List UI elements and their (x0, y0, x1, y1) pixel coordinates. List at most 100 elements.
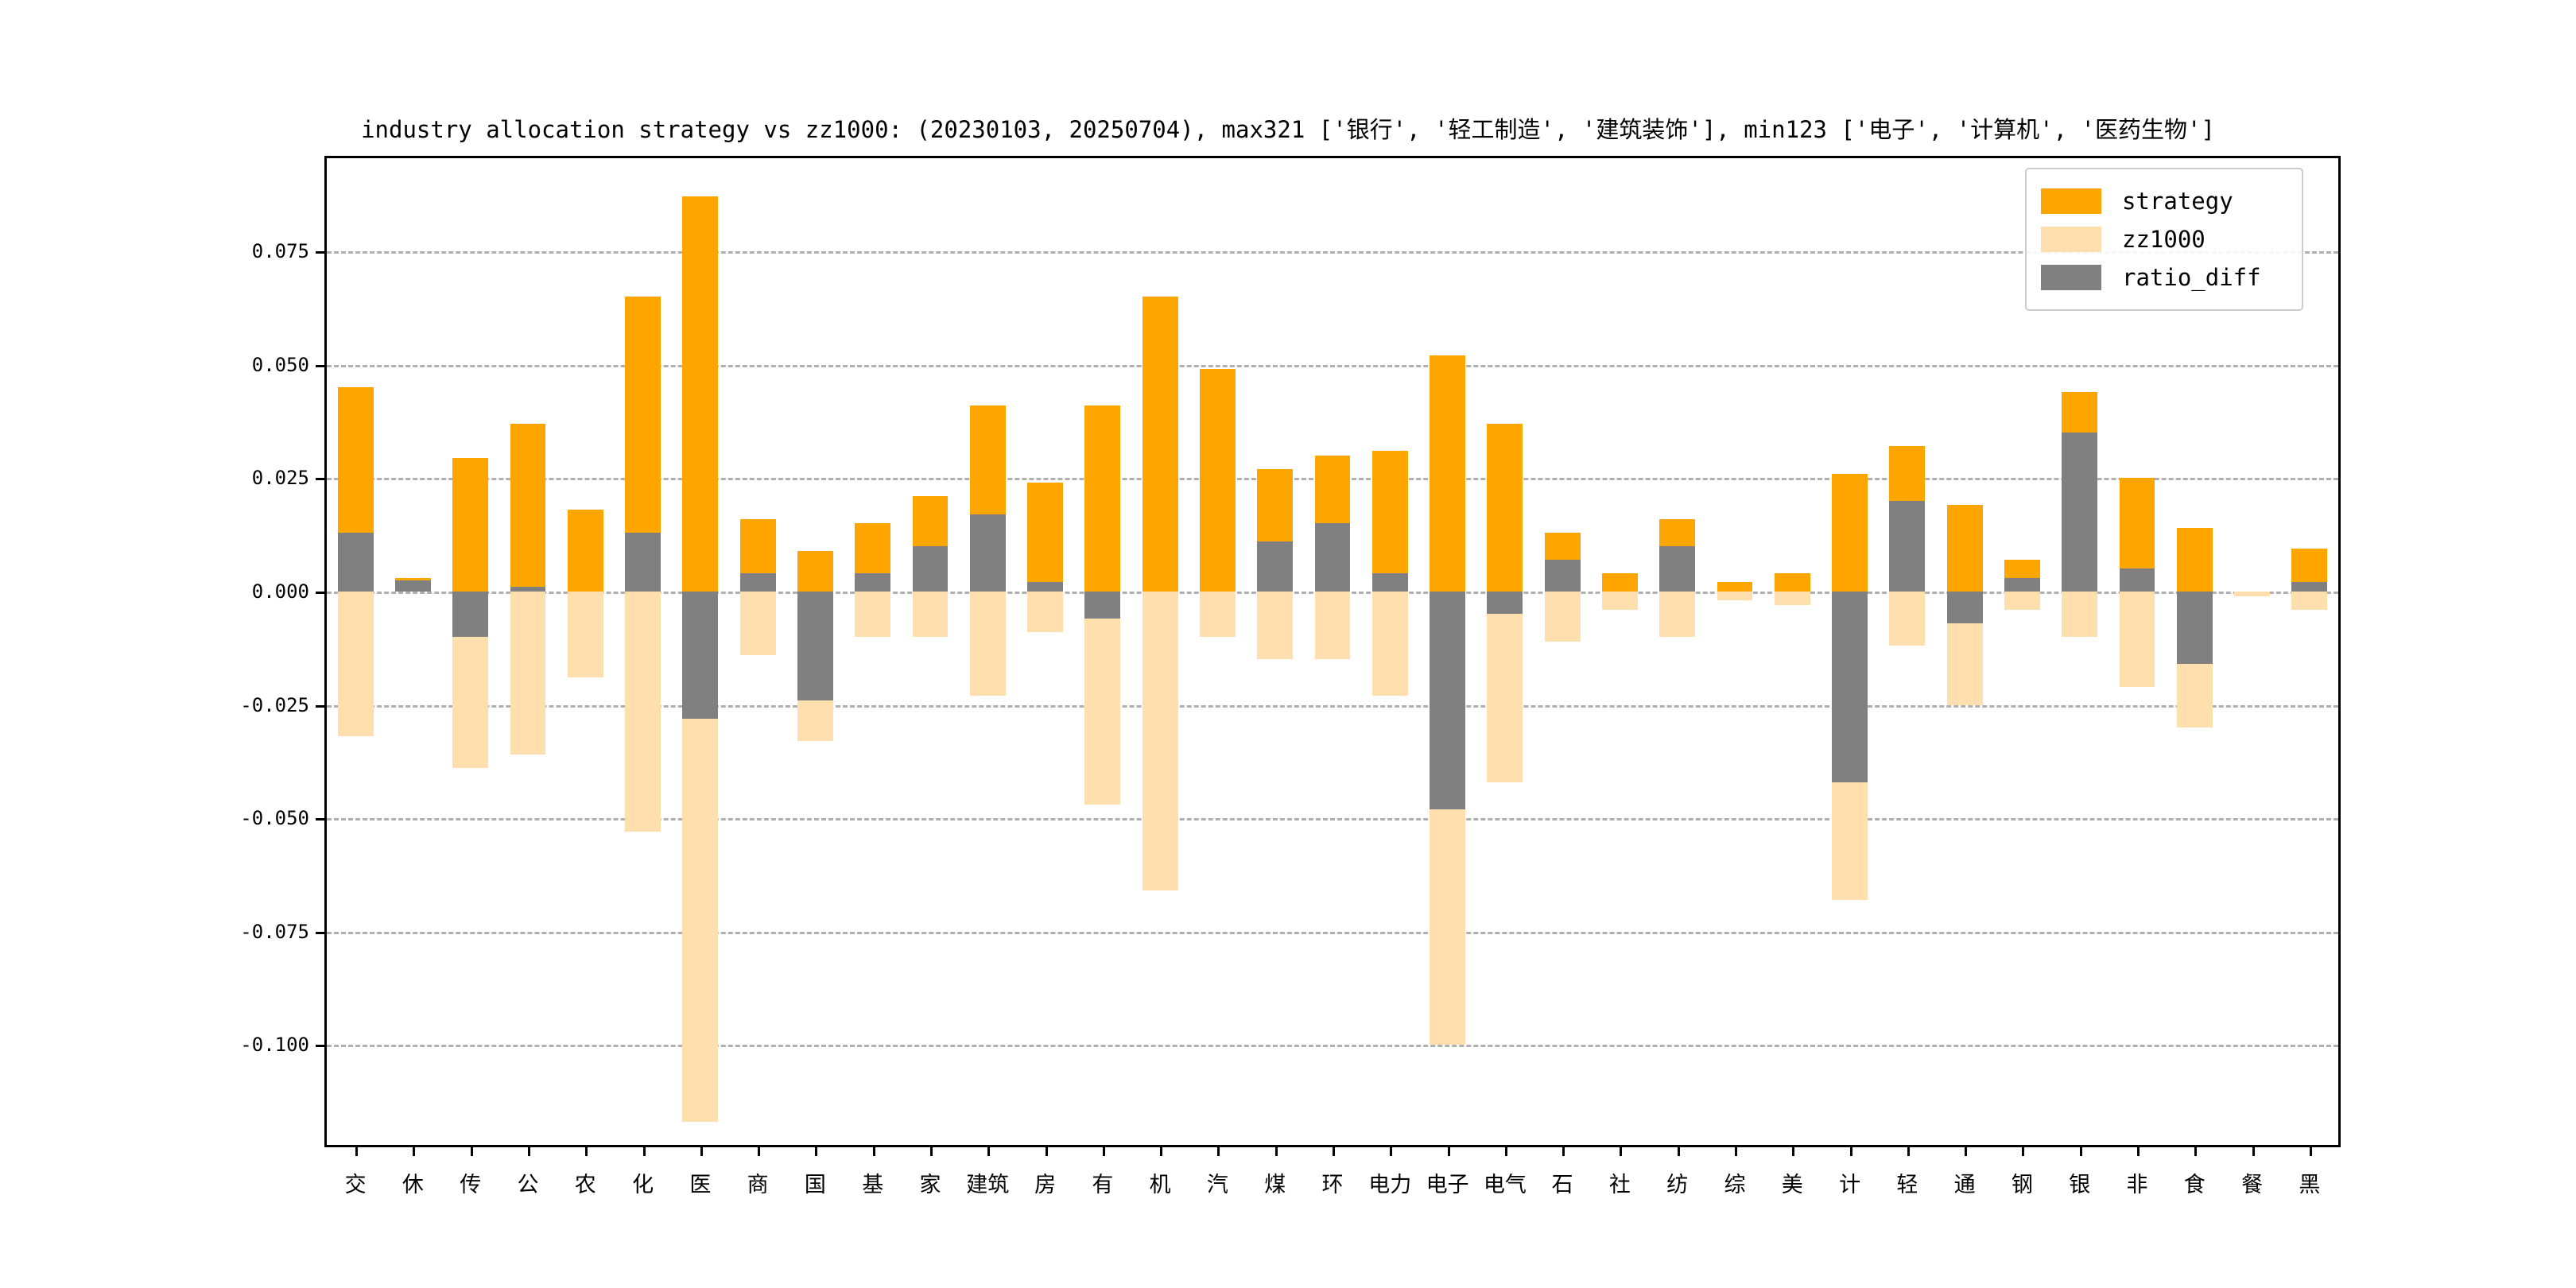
bar-ratio-diff (1946, 591, 1983, 623)
bar-zz1000 (2062, 591, 2098, 637)
bar-strategy (1142, 297, 1178, 592)
legend-item: strategy (2041, 182, 2287, 220)
x-axis-tick (585, 1145, 588, 1156)
y-axis-tick-label: -0.025 (240, 693, 309, 716)
y-axis-tick-label: 0.025 (251, 467, 309, 490)
legend-label: strategy (2122, 188, 2233, 215)
x-axis-tick-label: 电气 (1483, 1173, 1527, 1197)
y-axis-tick (316, 364, 327, 367)
x-axis-tick-label: 钢 (2011, 1173, 2033, 1197)
x-axis-tick (1735, 1145, 1737, 1156)
bar-strategy (682, 196, 719, 592)
y-axis-tick (316, 591, 327, 594)
x-axis-tick-label: 黑 (2299, 1173, 2321, 1197)
legend-item: zz1000 (2041, 220, 2287, 258)
x-axis-tick-label: 纺 (1666, 1173, 1689, 1197)
y-axis-tick (316, 704, 327, 708)
bar-zz1000 (855, 591, 891, 637)
plot-area (327, 158, 2338, 1145)
gridline (327, 704, 2338, 708)
bar-zz1000 (912, 591, 949, 637)
x-axis-tick (1907, 1145, 1910, 1156)
x-axis-tick (758, 1145, 761, 1156)
bar-ratio-diff (452, 591, 489, 637)
bar-ratio-diff (1314, 523, 1351, 592)
bar-zz1000 (625, 591, 661, 832)
bar-zz1000 (1200, 591, 1236, 637)
x-axis-tick-label: 农 (574, 1173, 596, 1197)
bar-ratio-diff (2062, 433, 2098, 592)
x-axis-tick (1677, 1145, 1680, 1156)
legend-item: ratio_diff (2041, 258, 2287, 297)
y-axis-tick-label: 0.050 (251, 353, 309, 376)
bar-zz1000 (1544, 591, 1581, 642)
x-axis-tick (1390, 1145, 1393, 1156)
x-axis-tick (1965, 1145, 1968, 1156)
x-axis-tick-label: 银 (2069, 1173, 2091, 1197)
bar-ratio-diff (855, 573, 891, 592)
x-axis-tick-label: 公 (517, 1173, 539, 1197)
bar-zz1000 (1774, 591, 1810, 605)
x-axis-tick (470, 1145, 473, 1156)
y-axis-tick-label: 0.000 (251, 580, 309, 603)
plot-axes: 0.075 0.050 0.025 0.000 -0.025 -0.050 -0.075 -0… (240, 156, 2341, 1197)
legend-swatch-icon (2041, 265, 2101, 290)
bar-strategy (1946, 505, 1983, 592)
x-axis-tick-label: 餐 (2241, 1173, 2264, 1197)
bar-zz1000 (1371, 591, 1408, 696)
x-axis-tick-label: 食 (2183, 1173, 2206, 1197)
bar-ratio-diff (2176, 591, 2213, 665)
x-axis-tick (642, 1145, 646, 1156)
bar-ratio-diff (2004, 577, 2040, 592)
x-axis-tick (1504, 1145, 1507, 1156)
bar-zz1000 (1659, 591, 1696, 637)
gridline (327, 931, 2338, 934)
bar-strategy (797, 550, 833, 592)
x-axis-tick-label: 轻 (1896, 1173, 1918, 1197)
x-axis-tick-label: 石 (1551, 1173, 1573, 1197)
bar-ratio-diff (2291, 582, 2328, 592)
x-axis-tick-label: 家 (919, 1173, 941, 1197)
page-title: industry allocation strategy vs zz1000: … (361, 116, 2215, 143)
x-axis-tick (2309, 1145, 2312, 1156)
bar-strategy (1832, 473, 1868, 592)
bar-zz1000 (510, 591, 546, 755)
x-axis-tick-label: 汽 (1206, 1173, 1228, 1197)
bar-zz1000 (2119, 591, 2155, 687)
x-axis-tick (2079, 1145, 2082, 1156)
bar-strategy (1027, 482, 1063, 592)
x-axis-tick-label: 非 (2126, 1173, 2148, 1197)
bar-ratio-diff (1832, 591, 1868, 782)
legend-swatch-icon (2041, 227, 2101, 252)
x-axis-tick-label: 社 (1608, 1173, 1631, 1197)
x-axis-tick-label: 基 (862, 1173, 884, 1197)
x-axis-tick-label: 机 (1149, 1173, 1171, 1197)
chart-legend: strategy zz1000 ratio_diff (2025, 168, 2303, 311)
gridline (327, 250, 2338, 254)
bar-ratio-diff (1889, 500, 1926, 592)
x-axis-tick (1562, 1145, 1565, 1156)
x-axis-tick (1045, 1145, 1048, 1156)
x-axis-tick (2252, 1145, 2255, 1156)
x-axis-tick (815, 1145, 818, 1156)
bar-ratio-diff (1487, 591, 1523, 615)
x-axis-tick (987, 1145, 991, 1156)
x-axis-tick (930, 1145, 933, 1156)
gridline (327, 1045, 2338, 1048)
x-axis-tick-label: 美 (1781, 1173, 1803, 1197)
bar-ratio-diff (337, 532, 374, 592)
x-axis-tick-label: 医 (689, 1173, 712, 1197)
bar-ratio-diff (969, 514, 1006, 592)
y-axis-tick (316, 931, 327, 934)
y-axis-tick (316, 818, 327, 821)
bar-zz1000 (1142, 591, 1178, 891)
bar-strategy (1717, 582, 1753, 592)
bar-strategy (452, 457, 489, 592)
x-axis-tick-label: 电子 (1426, 1173, 1469, 1197)
bar-zz1000 (337, 591, 374, 737)
bar-ratio-diff (1084, 591, 1121, 619)
x-axis-tick-label: 化 (632, 1173, 654, 1197)
x-axis-tick-label: 传 (460, 1173, 482, 1197)
bar-zz1000 (2291, 591, 2328, 610)
bar-ratio-diff (682, 591, 719, 719)
